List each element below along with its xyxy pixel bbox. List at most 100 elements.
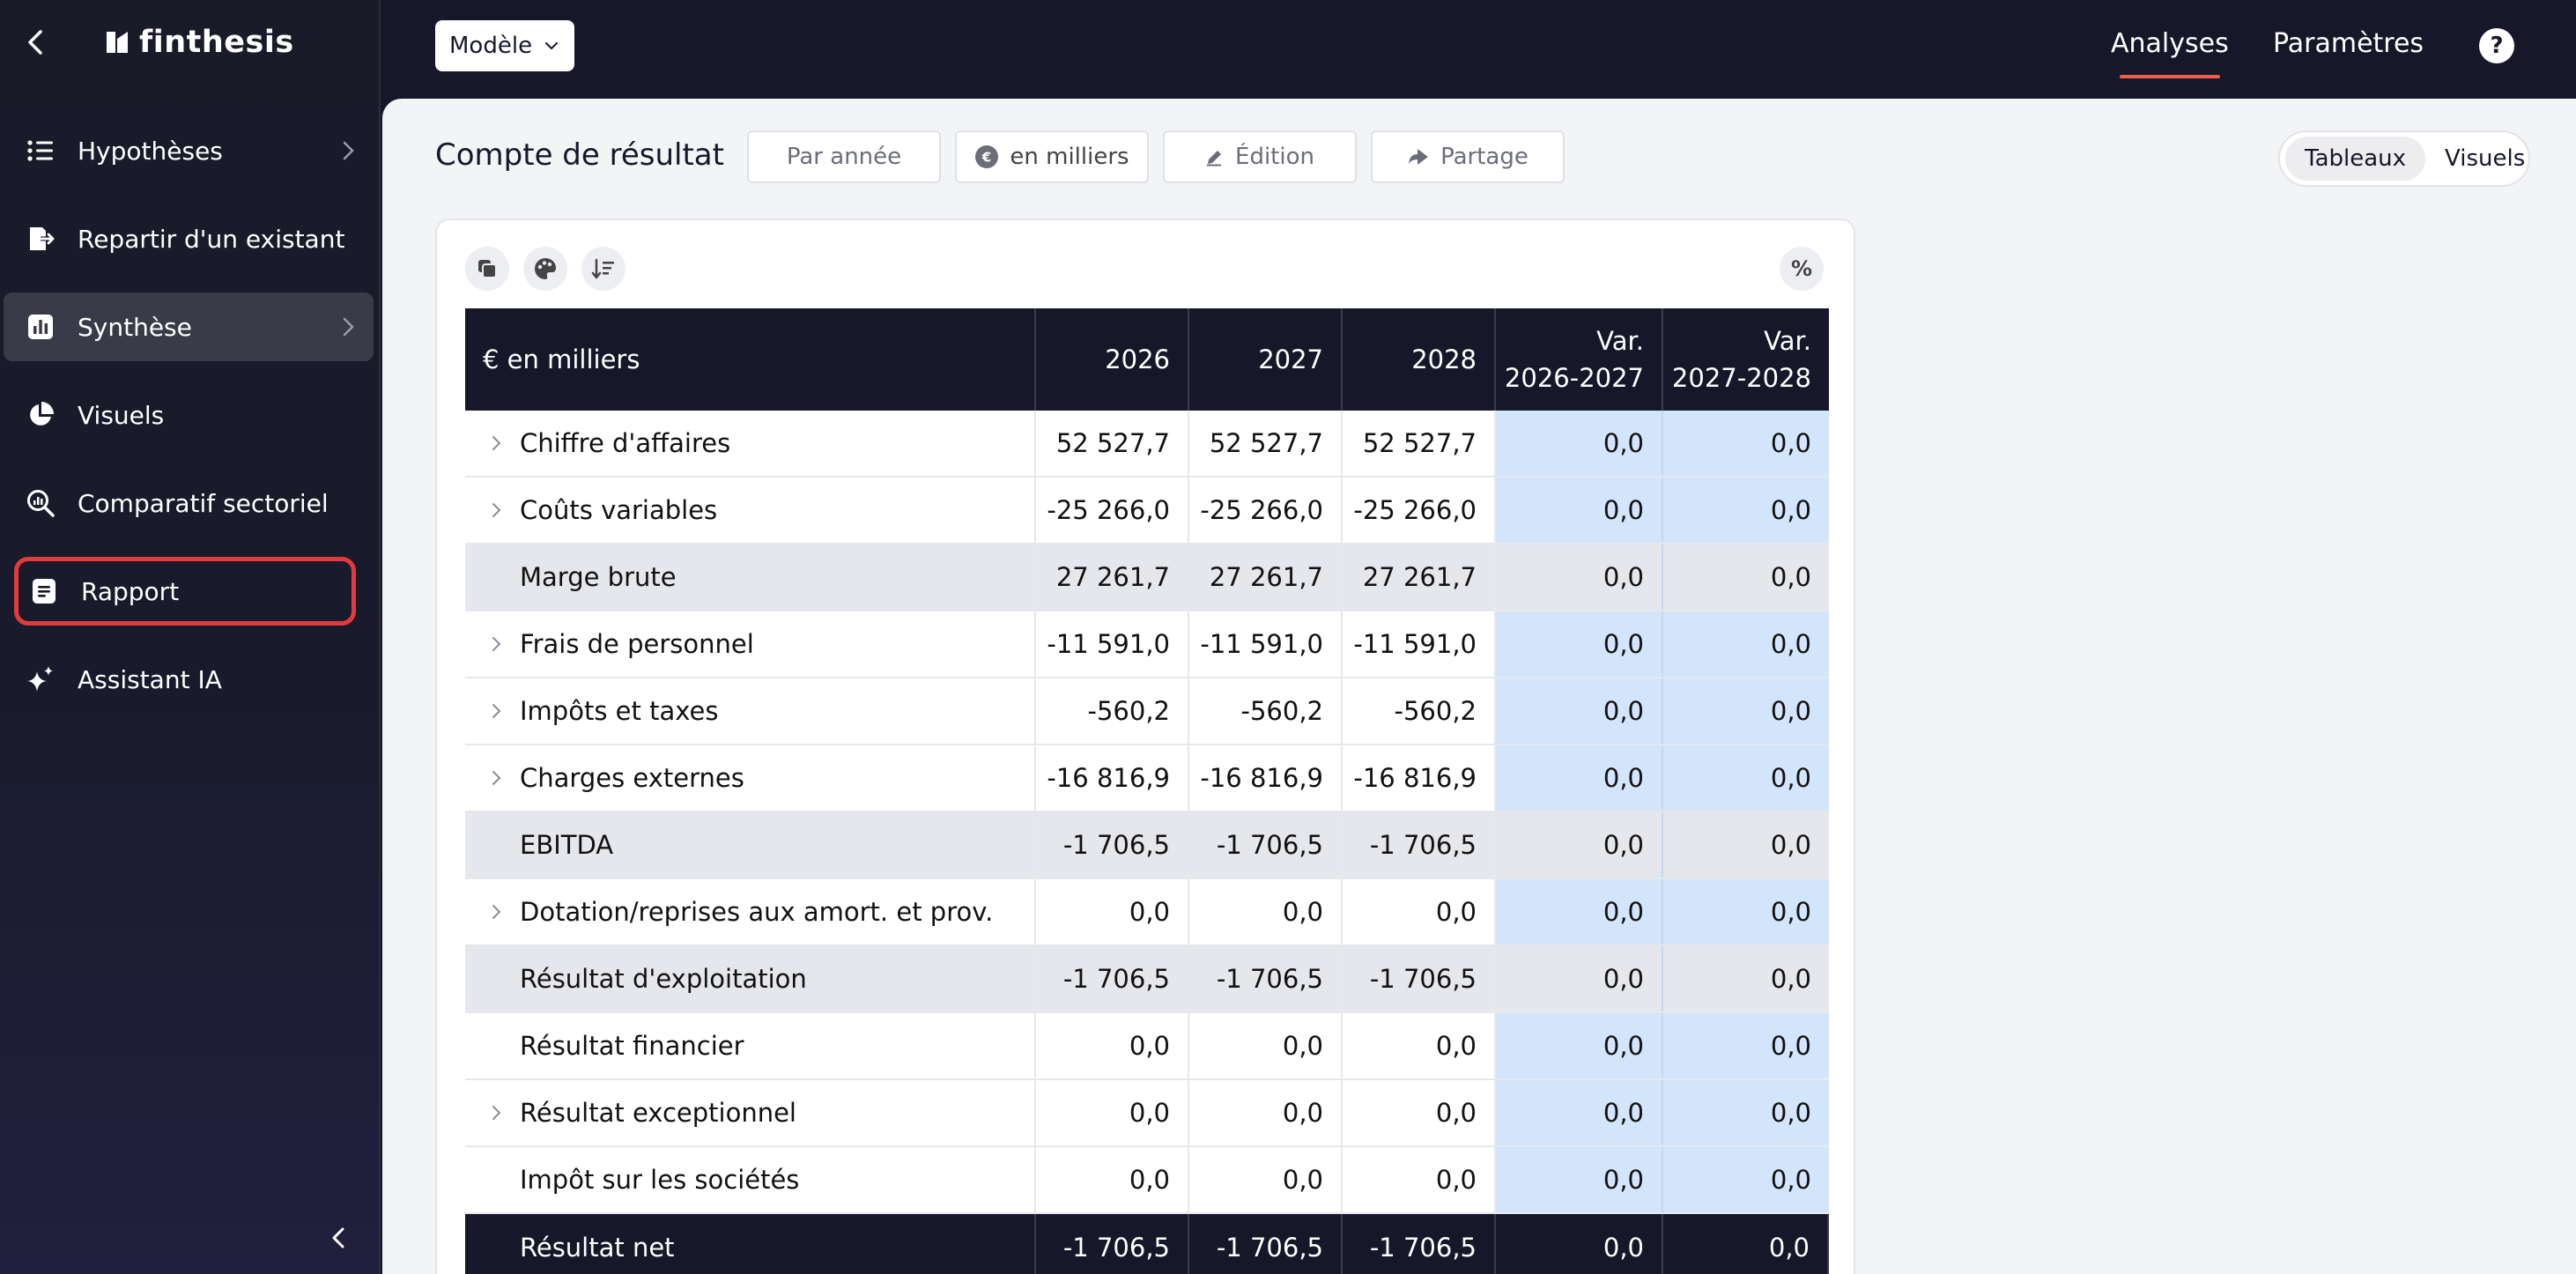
value-cell: 0,0 <box>1663 1214 1829 1274</box>
back-arrow-icon[interactable] <box>19 26 51 58</box>
value-cell: 0,0 <box>1663 611 1829 677</box>
chevron-right-icon <box>343 317 354 337</box>
magnifier-chart-icon <box>25 487 56 519</box>
list-icon <box>25 135 56 167</box>
chevron-right-icon[interactable] <box>488 500 504 520</box>
palette-icon[interactable] <box>523 247 567 291</box>
app-name: finthesis <box>139 25 294 60</box>
column-header-var-2027-2028[interactable]: Var. 2027-2028 <box>1671 326 1811 393</box>
value-cell: -1 706,5 <box>1189 946 1343 1011</box>
value-cell: 0,0 <box>1663 812 1829 878</box>
table-row[interactable]: Frais de personnel -11 591,0 -11 591,0 -11 … <box>465 611 1829 678</box>
value-cell: 0,0 <box>1663 946 1829 1011</box>
unit-button[interactable]: € en milliers <box>955 130 1149 183</box>
app-logo[interactable]: finthesis <box>104 25 294 60</box>
column-header-2027[interactable]: 2027 <box>1189 308 1343 411</box>
logo-mark-icon <box>107 32 128 53</box>
value-cell: 0,0 <box>1663 544 1829 610</box>
table-row[interactable]: Coûts variables -25 266,0 -25 266,0 -25 266… <box>465 478 1829 544</box>
sidebar-item-repartir[interactable]: Repartir d'un existant <box>4 204 374 273</box>
sidebar-item-rapport[interactable]: Rapport <box>14 557 356 626</box>
table-row: EBITDA -1 706,5 -1 706,5 -1 706,5 0,0 0,0 <box>465 812 1829 879</box>
sidebar-item-synthese[interactable]: Synthèse <box>4 293 374 361</box>
value-cell: 0,0 <box>1663 478 1829 543</box>
view-option-tableaux[interactable]: Tableaux <box>2285 137 2426 181</box>
chevron-right-icon[interactable] <box>488 902 504 922</box>
value-cell: 0,0 <box>1036 1147 1189 1212</box>
chevron-right-icon[interactable] <box>488 701 504 721</box>
value-cell: -1 706,5 <box>1189 1214 1343 1274</box>
sidebar-item-label: Hypothèses <box>78 136 223 166</box>
row-label: Frais de personnel <box>465 611 1036 677</box>
euro-icon: € <box>975 145 999 168</box>
table-row: Résultat d'exploitation -1 706,5 -1 706,5-… <box>465 946 1829 1013</box>
value-cell: -25 266,0 <box>1343 478 1496 543</box>
chevron-right-icon[interactable] <box>488 1103 504 1122</box>
sidebar-item-hypotheses[interactable]: Hypothèses <box>4 116 374 185</box>
percent-toggle[interactable]: % <box>1780 247 1824 291</box>
value-cell: -560,2 <box>1189 678 1343 744</box>
value-cell: -1 706,5 <box>1189 812 1343 878</box>
value-cell: 0,0 <box>1663 1147 1829 1212</box>
value-cell: -25 266,0 <box>1036 478 1189 543</box>
nav-parametres[interactable]: Paramètres <box>2273 28 2424 59</box>
page-title: Compte de résultat <box>435 137 724 173</box>
period-button[interactable]: Par année <box>747 130 941 183</box>
chevron-right-icon[interactable] <box>488 634 504 654</box>
row-label: Marge brute <box>465 544 1036 610</box>
nav-analyses[interactable]: Analyses <box>2111 28 2229 78</box>
sparkle-icon <box>25 663 56 695</box>
chevron-right-icon[interactable] <box>488 433 504 453</box>
edit-button[interactable]: Édition <box>1163 130 1357 183</box>
column-header-2026[interactable]: 2026 <box>1036 308 1189 411</box>
sort-icon[interactable] <box>581 247 625 291</box>
value-cell: -560,2 <box>1036 678 1189 744</box>
value-cell: 0,0 <box>1496 678 1663 744</box>
svg-text:€: € <box>981 150 991 166</box>
table-row[interactable]: Dotation/reprises aux amort. et prov. 0,0… <box>465 879 1829 946</box>
table-row[interactable]: Chiffre d'affaires 52 527,7 52 527,7 52 527… <box>465 411 1829 478</box>
value-cell: -560,2 <box>1343 678 1496 744</box>
value-cell: 0,0 <box>1496 1013 1663 1078</box>
chevron-right-icon[interactable] <box>488 768 504 788</box>
sidebar-item-comparatif[interactable]: Comparatif sectoriel <box>4 469 374 537</box>
document-icon <box>28 575 60 607</box>
table-row[interactable]: Charges externes -16 816,9 -16 816,9 -16 81… <box>465 745 1829 812</box>
sidebar-item-label: Repartir d'un existant <box>78 224 345 254</box>
sidebar-item-visuels[interactable]: Visuels <box>4 381 374 449</box>
row-label: Charges externes <box>465 745 1036 811</box>
sidebar: finthesis Hypothèses Repartir d'un exist… <box>0 0 381 1274</box>
value-cell: 52 527,7 <box>1343 411 1496 476</box>
value-cell: 0,0 <box>1036 1080 1189 1145</box>
table-row[interactable]: Impôts et taxes -560,2 -560,2 -560,2 0,0 0,0 <box>465 678 1829 745</box>
column-header-var-2026-2027[interactable]: Var. 2026-2027 <box>1496 308 1663 411</box>
sidebar-item-label: Synthèse <box>78 312 192 342</box>
value-cell: 0,0 <box>1343 1147 1496 1212</box>
sidebar-item-assistant[interactable]: Assistant IA <box>4 645 374 714</box>
value-cell: -16 816,9 <box>1189 745 1343 811</box>
model-select-label: Modèle <box>449 33 533 59</box>
value-cell: 0,0 <box>1496 1080 1663 1145</box>
collapse-sidebar-icon[interactable] <box>326 1225 352 1251</box>
column-header-unit: € en milliers <box>465 308 1036 411</box>
table-row: Marge brute 27 261,7 27 261,7 27 261,7 0,0 0,… <box>465 544 1829 611</box>
help-icon[interactable]: ? <box>2479 28 2514 63</box>
row-label: EBITDA <box>465 812 1036 878</box>
value-cell: 0,0 <box>1343 1080 1496 1145</box>
value-cell: -1 706,5 <box>1036 946 1189 1011</box>
value-cell: 0,0 <box>1663 745 1829 811</box>
row-label: Résultat net <box>465 1214 1036 1274</box>
value-cell: 0,0 <box>1663 1080 1829 1145</box>
share-button[interactable]: Partage <box>1371 130 1565 183</box>
value-cell: -1 706,5 <box>1343 812 1496 878</box>
row-label: Dotation/reprises aux amort. et prov. <box>465 879 1036 944</box>
copy-icon[interactable] <box>465 247 509 291</box>
value-cell: -25 266,0 <box>1189 478 1343 543</box>
value-cell: 0,0 <box>1189 1013 1343 1078</box>
column-header-2028[interactable]: 2028 <box>1343 308 1496 411</box>
value-cell: -1 706,5 <box>1036 812 1189 878</box>
model-select[interactable]: Modèle <box>435 20 574 71</box>
value-cell: 0,0 <box>1496 478 1663 543</box>
table-row[interactable]: Résultat exceptionnel 0,0 0,0 0,0 0,0 0,0 <box>465 1080 1829 1147</box>
view-option-visuels[interactable]: Visuels <box>2445 145 2526 172</box>
